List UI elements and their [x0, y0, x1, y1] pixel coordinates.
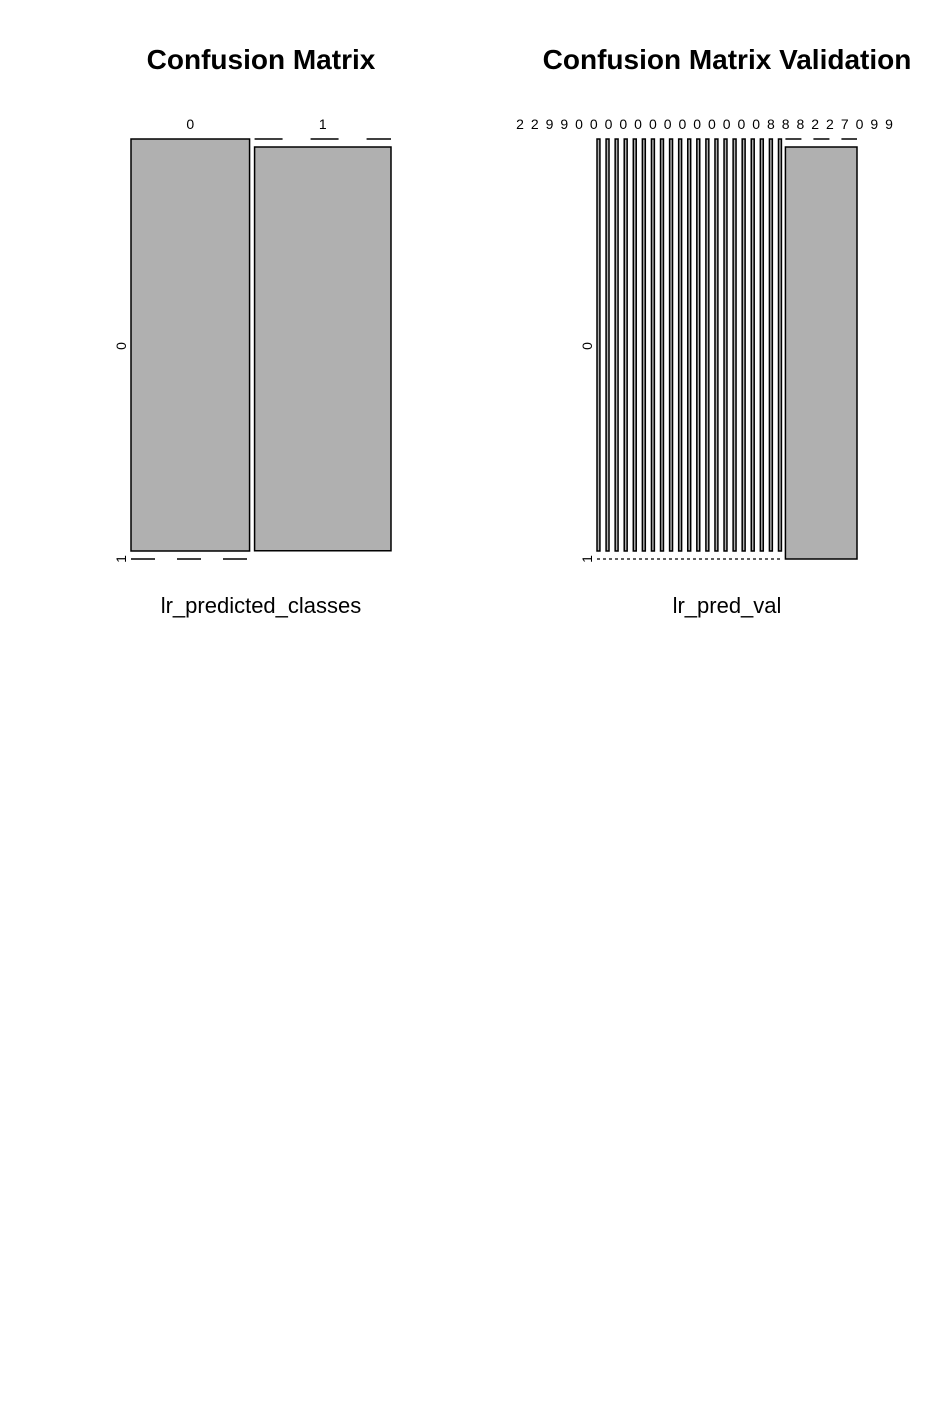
mosaic-cell — [705, 138, 710, 552]
x-tick-label: 0 — [605, 116, 613, 132]
mosaic-cell — [668, 138, 674, 552]
mosaic-cell — [741, 138, 746, 552]
chart-title: Confusion Matrix Validation — [543, 44, 912, 75]
mosaic-cell — [768, 138, 774, 552]
mosaic-cell — [686, 138, 692, 552]
x-tick-label: 0 — [738, 116, 746, 132]
mosaic-cell — [732, 138, 737, 552]
mosaic-cell — [623, 138, 628, 552]
mosaic-cell — [759, 138, 765, 552]
y-tick-labels: 0 1 — [579, 342, 595, 563]
x-tick-label: 8 — [797, 116, 805, 132]
x-tick-label: 8 — [767, 116, 775, 132]
x-tick-label: 2 — [811, 116, 819, 132]
mosaic-cell — [696, 138, 701, 552]
mosaic-cell — [714, 138, 719, 552]
mosaic-cells — [596, 138, 858, 560]
x-tick-label: 9 — [885, 116, 893, 132]
mosaic-cell — [253, 146, 392, 552]
x-tick-label: 2 — [516, 116, 524, 132]
y-tick-label: 0 — [113, 342, 129, 350]
x-tick-label: 0 — [723, 116, 731, 132]
mosaic-cell — [784, 146, 858, 560]
mosaic-cell — [650, 138, 656, 552]
x-tick-label: 9 — [870, 116, 878, 132]
x-tick-label: 0 — [664, 116, 672, 132]
x-tick-label: 0 — [678, 116, 686, 132]
mosaic-cell — [677, 138, 683, 552]
x-tick-label: 0 — [619, 116, 627, 132]
x-tick-label: 0 — [856, 116, 864, 132]
mosaic-cell — [130, 138, 251, 552]
panel-confusion-matrix: Confusion Matrix lr_predicted_classes 0 … — [113, 44, 392, 618]
mosaic-cells — [130, 138, 392, 560]
mosaic-cell — [596, 138, 601, 552]
x-tick-label: 0 — [590, 116, 598, 132]
x-tick-label: 2 — [826, 116, 834, 132]
x-axis-label: lr_pred_val — [673, 593, 782, 618]
mosaic-cell — [723, 138, 728, 552]
mosaic-cell — [641, 138, 647, 552]
y-tick-label: 1 — [579, 555, 595, 563]
x-tick-label: 9 — [546, 116, 554, 132]
y-tick-label: 0 — [579, 342, 595, 350]
mosaic-cell — [777, 138, 783, 552]
mosaic-cell — [614, 138, 619, 552]
panel-confusion-matrix-validation: Confusion Matrix Validation lr_pred_val … — [516, 44, 911, 618]
x-tick-label: 0 — [575, 116, 583, 132]
x-tick-label: 1 — [319, 116, 327, 132]
x-axis-label: lr_predicted_classes — [161, 593, 362, 618]
mosaic-cell — [659, 138, 665, 552]
mosaic-cell — [605, 138, 610, 552]
mosaic-cell — [632, 138, 637, 552]
x-tick-label: 0 — [693, 116, 701, 132]
x-tick-label: 8 — [782, 116, 790, 132]
x-tick-label: 7 — [841, 116, 849, 132]
x-tick-label: 0 — [186, 116, 194, 132]
tick-labels: 0 1 0 1 — [113, 116, 327, 563]
x-tick-label: 0 — [649, 116, 657, 132]
x-tick-label: 9 — [560, 116, 568, 132]
y-tick-label: 1 — [113, 555, 129, 563]
x-tick-label: 0 — [634, 116, 642, 132]
x-tick-label: 0 — [708, 116, 716, 132]
x-tick-label: 2 — [531, 116, 539, 132]
mosaic-cell — [750, 138, 755, 552]
chart-title: Confusion Matrix — [147, 44, 376, 75]
x-tick-label: 0 — [752, 116, 760, 132]
